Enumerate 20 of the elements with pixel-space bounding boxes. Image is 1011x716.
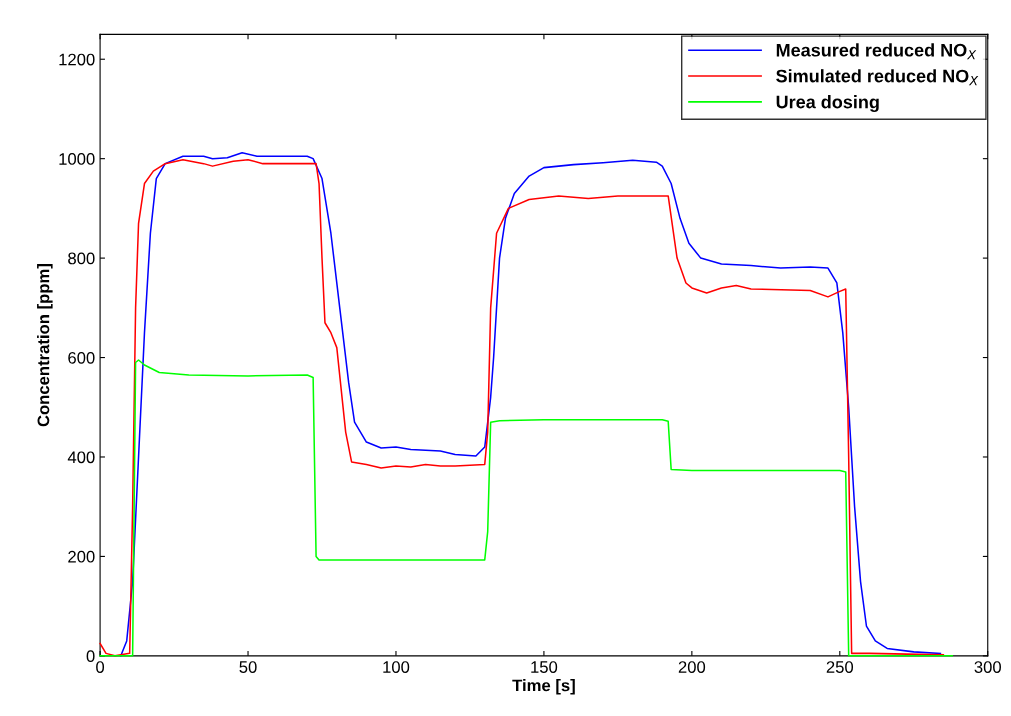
y-tick-label: 1200: [59, 53, 95, 66]
x-tick-label: 50: [239, 661, 257, 673]
x-tick-label: 100: [383, 661, 410, 673]
y-tick-label: 800: [68, 252, 95, 265]
y-axis-title: Concentration [ppm]: [37, 264, 53, 427]
y-tick-label: 1000: [59, 153, 95, 165]
x-tick-label: 0: [96, 661, 105, 673]
x-axis-title: Time [s]: [512, 679, 575, 695]
line-series: [99, 359, 954, 657]
x-tick-label: 200: [678, 661, 706, 673]
y-tick-label: 200: [68, 550, 95, 563]
legend-label: Simulated reduced NO$_{X}$: [776, 69, 979, 86]
y-tick-label: 400: [67, 451, 95, 464]
legend-label: Urea dosing: [776, 95, 879, 113]
y-tick-label: 600: [68, 351, 95, 364]
y-tick-label: 0: [86, 650, 95, 663]
x-tick-label: 250: [826, 661, 854, 673]
x-tick-label: 150: [531, 661, 558, 673]
x-tick-label: 300: [974, 661, 1001, 673]
legend-label: Measured reduced NO$_{X}$: [776, 43, 977, 60]
